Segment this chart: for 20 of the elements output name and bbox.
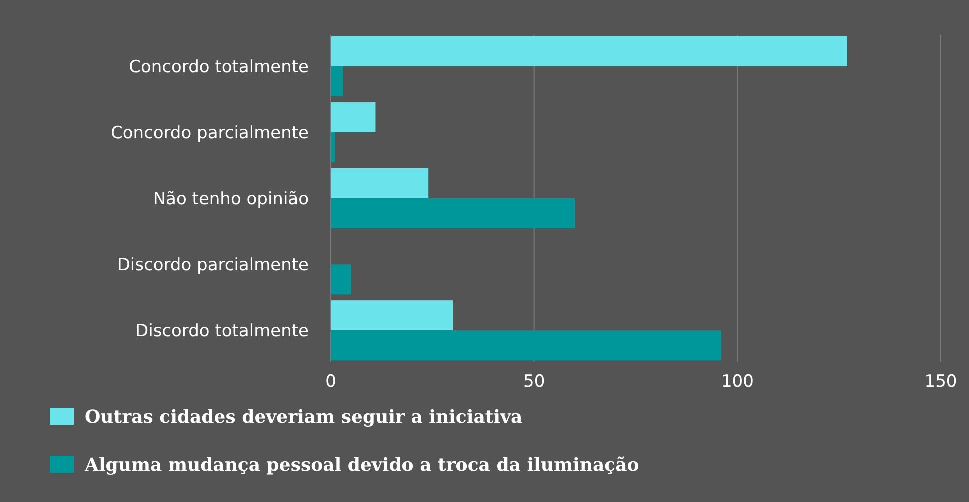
- bar: [331, 198, 575, 229]
- bar: [331, 66, 344, 96]
- legend-label: Alguma mudança pessoal devido a troca da iluminação: [84, 455, 640, 476]
- bar: [331, 102, 376, 132]
- bar: [331, 132, 336, 162]
- y-tick-label: Não tenho opinião: [153, 190, 309, 210]
- bar: [331, 300, 453, 331]
- bar: [331, 168, 429, 198]
- x-tick-label: 50: [524, 372, 546, 392]
- y-tick-label: Concordo totalmente: [129, 57, 309, 78]
- bar: [331, 264, 352, 295]
- bar: [331, 330, 722, 361]
- legend-label: Outras cidades deveriam seguir a iniciativa: [85, 407, 523, 428]
- y-tick-label: Discordo parcialmente: [117, 256, 309, 276]
- x-tick-label: 100: [721, 372, 754, 392]
- y-tick-label: Discordo totalmente: [136, 322, 309, 342]
- x-tick-label: 150: [924, 372, 958, 392]
- x-tick-label: 0: [326, 372, 336, 392]
- bar: [331, 36, 848, 66]
- y-tick-label: Concordo parcialmente: [110, 123, 309, 144]
